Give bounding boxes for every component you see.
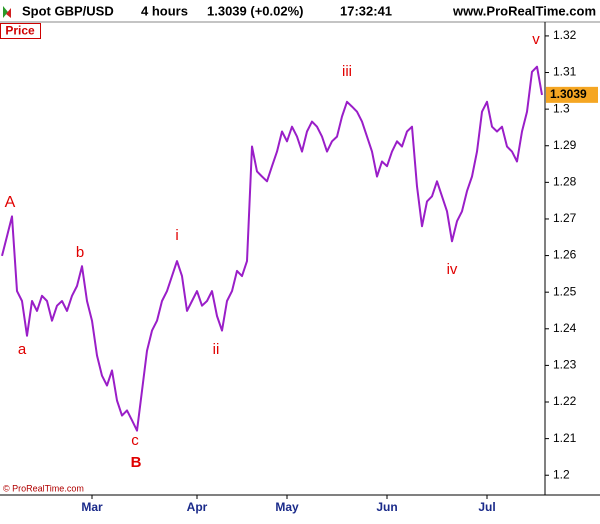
x-tick-label: Apr [187, 500, 208, 514]
wave-label: iv [447, 261, 458, 278]
wave-label: A [5, 194, 16, 211]
wave-label: a [18, 341, 27, 358]
wave-label: ii [213, 341, 220, 358]
site: www.ProRealTime.com [452, 3, 596, 18]
time: 17:32:41 [340, 3, 392, 18]
y-tick-label: 1.31 [553, 65, 577, 79]
y-tick-label: 1.29 [553, 138, 577, 152]
y-tick-label: 1.24 [553, 321, 577, 335]
price-tag: 1.3039 [550, 87, 587, 101]
wave-label: b [76, 244, 84, 261]
panel-label: Price [5, 24, 35, 38]
wave-label: i [175, 227, 178, 244]
price-line [1, 65, 543, 432]
y-tick-label: 1.25 [553, 284, 577, 298]
quote: 1.3039 (+0.02%) [207, 3, 303, 18]
y-tick-label: 1.21 [553, 431, 577, 445]
y-tick-label: 1.2 [553, 467, 570, 481]
x-tick-label: Jul [478, 500, 495, 514]
y-tick-label: 1.26 [553, 248, 577, 262]
panel-label-box [0, 23, 41, 39]
y-tick-label: 1.28 [553, 175, 577, 189]
y-tick-label: 1.23 [553, 358, 577, 372]
x-tick-label: May [275, 500, 299, 514]
period: 4 hours [141, 3, 188, 18]
x-tick-label: Mar [81, 500, 103, 514]
x-tick-label: Jun [376, 500, 397, 514]
copyright: © ProRealTime.com [3, 483, 84, 493]
wave-label: B [131, 454, 142, 471]
price-tag-box [546, 86, 598, 103]
wave-label: iii [342, 63, 352, 80]
y-tick-label: 1.22 [553, 394, 577, 408]
header-icon [3, 6, 11, 18]
y-tick-label: 1.27 [553, 211, 577, 225]
wave-label: v [532, 31, 540, 48]
wave-label: c [131, 432, 139, 449]
y-tick-label: 1.3 [553, 101, 570, 115]
y-tick-label: 1.32 [553, 28, 577, 42]
symbol: Spot GBP/USD [22, 3, 114, 18]
